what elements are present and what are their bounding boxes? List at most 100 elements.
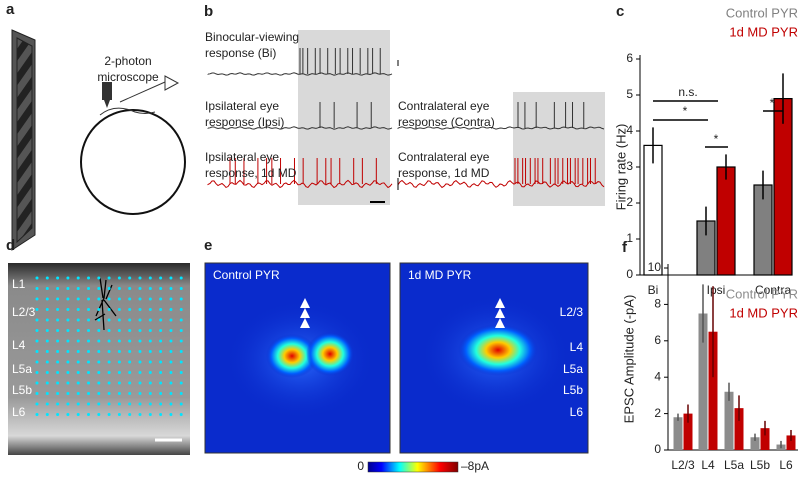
stim-dot	[35, 318, 39, 322]
stim-dot	[87, 402, 90, 406]
stim-dot	[179, 371, 183, 374]
stim-dot	[45, 318, 49, 322]
trace	[207, 48, 393, 76]
stim-dot	[138, 308, 142, 311]
trace-label: Contralateral eye	[398, 150, 490, 164]
stim-dot	[45, 350, 49, 353]
panel-label: f	[622, 239, 628, 256]
stim-dot	[45, 413, 49, 416]
stim-dot	[35, 360, 39, 364]
bar	[773, 97, 793, 276]
stim-dot	[148, 329, 152, 332]
stim-dot	[97, 350, 101, 353]
stim-dot	[56, 276, 60, 280]
legend-entry: 1d MD PYR	[729, 24, 798, 39]
bar	[673, 417, 683, 450]
stim-dot	[159, 360, 163, 364]
x-tick-label: L5b	[750, 458, 770, 472]
stim-dot	[117, 339, 121, 343]
stim-dot	[66, 297, 70, 301]
stim-dot	[97, 392, 101, 395]
stim-dot	[76, 413, 80, 416]
stim-dot	[148, 371, 152, 374]
stim-dot	[56, 392, 60, 395]
trace-label: Ipsilateral eye	[205, 150, 279, 164]
traces	[207, 30, 605, 206]
stim-dot	[148, 413, 152, 416]
stim-dot	[87, 350, 90, 353]
stim-dot	[179, 350, 183, 353]
stim-dot	[148, 392, 152, 395]
y-tick-label: 6	[654, 333, 661, 347]
stim-dot	[128, 402, 132, 406]
stim-dot	[45, 297, 49, 301]
x-tick-label: Contra	[755, 283, 791, 297]
panel-label: a	[6, 1, 15, 18]
stim-dot	[128, 308, 132, 311]
stim-dot	[138, 287, 142, 290]
stim-dot	[148, 339, 152, 343]
y-tick-label: 10	[648, 260, 662, 274]
stim-dot	[148, 381, 152, 385]
trace-label: Contralateral eye	[398, 99, 490, 113]
stim-dot	[35, 339, 39, 343]
stim-dot	[159, 297, 163, 301]
stim-dot	[87, 381, 90, 385]
stim-dot	[159, 287, 163, 290]
stim-dot	[138, 318, 142, 322]
significance: *	[770, 96, 775, 110]
stim-dot	[107, 329, 111, 332]
stim-dot	[138, 329, 142, 332]
stim-dot	[117, 392, 121, 395]
stim-dot	[179, 402, 183, 406]
stim-dot	[45, 402, 49, 406]
stim-dot	[107, 350, 111, 353]
stim-dot	[138, 413, 142, 416]
stim-dot	[148, 402, 152, 406]
stim-dot	[128, 276, 132, 280]
stim-dot	[97, 276, 101, 280]
y-tick-label: 1	[626, 231, 633, 245]
panel-label: b	[204, 3, 213, 20]
stim-dot	[169, 350, 173, 353]
stim-dot	[138, 402, 142, 406]
stim-dot	[35, 392, 39, 395]
trace	[207, 102, 393, 130]
y-tick-label: 0	[626, 267, 633, 281]
map-label: 1d MD PYR	[408, 268, 472, 282]
stim-dot	[56, 350, 60, 353]
stim-dot	[117, 318, 121, 322]
stim-dot	[117, 297, 121, 301]
stim-dot	[128, 339, 132, 343]
stim-dot	[169, 371, 173, 374]
stim-dot	[107, 392, 111, 395]
stim-dot	[35, 287, 39, 290]
stim-dot	[45, 392, 49, 395]
stim-dot	[128, 413, 132, 416]
stim-dot	[66, 371, 70, 374]
stim-dot	[56, 402, 60, 406]
x-tick-label: L4	[701, 458, 715, 472]
x-tick-label: L5a	[724, 458, 744, 472]
stim-dot	[97, 287, 101, 290]
stim-dot	[76, 371, 80, 374]
stim-dot	[66, 360, 70, 364]
stim-dot	[159, 381, 163, 385]
stim-dot	[45, 308, 49, 311]
panel-label: e	[204, 237, 212, 254]
stim-dot	[159, 413, 163, 416]
stim-dot	[169, 297, 173, 301]
stim-dot	[169, 360, 173, 364]
y-tick-label: 8	[654, 297, 661, 311]
trace-label: response (Ipsi)	[205, 115, 284, 129]
y-tick-label: 2	[626, 195, 633, 209]
stim-dot	[128, 329, 132, 332]
stim-dot	[76, 381, 80, 385]
stim-dot	[169, 276, 173, 280]
stim-dot	[117, 308, 121, 311]
stim-dot	[179, 276, 183, 280]
panel-label: c	[616, 3, 624, 20]
y-axis-label: Firing rate (Hz)	[613, 124, 628, 211]
stim-dot	[66, 329, 70, 332]
